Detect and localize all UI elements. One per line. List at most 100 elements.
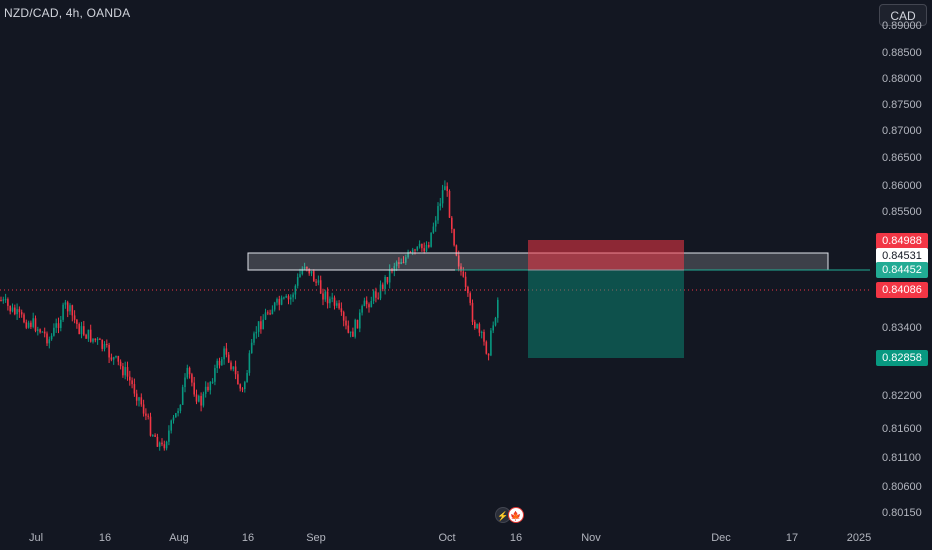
candle-body <box>428 245 430 247</box>
candle-body <box>179 404 182 411</box>
candle-body <box>131 380 133 385</box>
candle-body <box>476 324 478 328</box>
candle-body <box>181 387 184 405</box>
candle-body <box>292 294 294 298</box>
event-badges[interactable]: ⚡ 🍁 <box>495 507 524 525</box>
price-tick: 0.81600 <box>882 423 922 435</box>
candle-body <box>414 249 416 251</box>
candle-body <box>267 312 269 314</box>
candle-body <box>161 442 163 445</box>
candle-body <box>379 284 382 299</box>
candle-body <box>193 382 195 395</box>
candle-body <box>27 322 30 328</box>
candle-body <box>14 307 16 315</box>
candle-body <box>140 397 143 405</box>
candle-body <box>490 330 492 356</box>
candle-body <box>324 291 327 300</box>
candle-body <box>303 266 306 269</box>
candle-body <box>460 266 462 272</box>
candle-body <box>322 293 324 300</box>
candle-body <box>214 368 216 382</box>
candle-body <box>411 249 414 253</box>
candle-body <box>80 326 83 335</box>
candle-body <box>207 386 209 391</box>
time-tick: 17 <box>785 532 799 544</box>
price-tick: 0.87500 <box>882 99 922 111</box>
candlestick-chart[interactable] <box>0 0 870 520</box>
candle-body <box>234 366 237 375</box>
candle-body <box>248 353 251 373</box>
candle-body <box>64 302 67 305</box>
canada-flag-icon[interactable]: 🍁 <box>508 507 524 523</box>
candle-body <box>333 297 336 306</box>
candle-body <box>317 280 320 283</box>
candle-body <box>230 362 232 370</box>
candle-body <box>135 393 138 401</box>
candle-body <box>18 309 21 313</box>
time-tick: Sep <box>306 532 326 544</box>
candle-body <box>211 381 214 383</box>
candle-body <box>407 251 409 258</box>
candle-body <box>108 344 110 358</box>
candle-body <box>255 331 258 334</box>
candle-body <box>62 304 64 320</box>
candle-body <box>299 274 301 278</box>
time-tick: Dec <box>711 532 731 544</box>
candle-body <box>200 395 202 406</box>
candle-body <box>122 366 124 376</box>
candle-body <box>326 291 329 304</box>
candle-body <box>457 255 460 267</box>
time-tick: 16 <box>509 532 523 544</box>
candle-body <box>71 305 74 316</box>
currency-button[interactable]: CAD <box>879 4 927 26</box>
candle-body <box>55 323 57 328</box>
candle-body <box>149 416 152 436</box>
candle-body <box>474 321 476 328</box>
candle-body <box>103 344 106 349</box>
candle-body <box>112 357 115 360</box>
candle-body <box>168 430 170 442</box>
candle-body <box>188 367 191 375</box>
candle-body <box>186 367 189 378</box>
candle-body <box>260 321 262 330</box>
candle-body <box>191 374 193 383</box>
candle-body <box>416 246 419 251</box>
price-tag: 0.84988 <box>876 233 928 249</box>
candle-body <box>313 271 315 282</box>
price-axis[interactable]: 0.89000 0.88500 0.88000 0.87500 0.87000 0.865… <box>870 0 932 520</box>
candle-body <box>494 317 497 326</box>
candle-body <box>377 297 379 299</box>
time-axis[interactable]: Jul 16 Aug 16 Sep Oct 16 Nov Dec 17 2025 <box>0 520 872 550</box>
candle-body <box>400 262 402 264</box>
candle-body <box>172 417 175 421</box>
candle-body <box>156 436 159 447</box>
candle-body <box>138 397 140 401</box>
candle-body <box>119 361 122 367</box>
price-tick: 0.85500 <box>882 206 922 218</box>
candle-body <box>30 322 32 327</box>
candle-body <box>225 348 228 355</box>
candle-body <box>69 305 71 312</box>
chart-area[interactable]: NZD/CAD, 4h, OANDA <box>0 0 870 520</box>
candle-body <box>492 325 494 331</box>
candle-body <box>418 243 421 247</box>
time-tick: 2025 <box>846 532 872 544</box>
candle-body <box>276 298 278 303</box>
price-tick: 0.86000 <box>882 180 922 192</box>
candle-body <box>195 394 198 402</box>
candle-body <box>73 315 76 320</box>
candle-body <box>384 276 386 289</box>
candle-body <box>331 297 333 299</box>
candle-body <box>221 359 223 366</box>
candle-body <box>32 318 34 327</box>
candle-body <box>444 186 446 191</box>
price-tick: 0.80150 <box>882 507 922 519</box>
candle-body <box>158 442 161 447</box>
candle-body <box>96 338 99 341</box>
candle-body <box>283 297 285 299</box>
candle-body <box>66 302 69 312</box>
candle-body <box>101 339 103 349</box>
candle-body <box>280 297 283 305</box>
price-tag: 0.84531 <box>876 248 928 264</box>
candle-body <box>48 339 51 344</box>
